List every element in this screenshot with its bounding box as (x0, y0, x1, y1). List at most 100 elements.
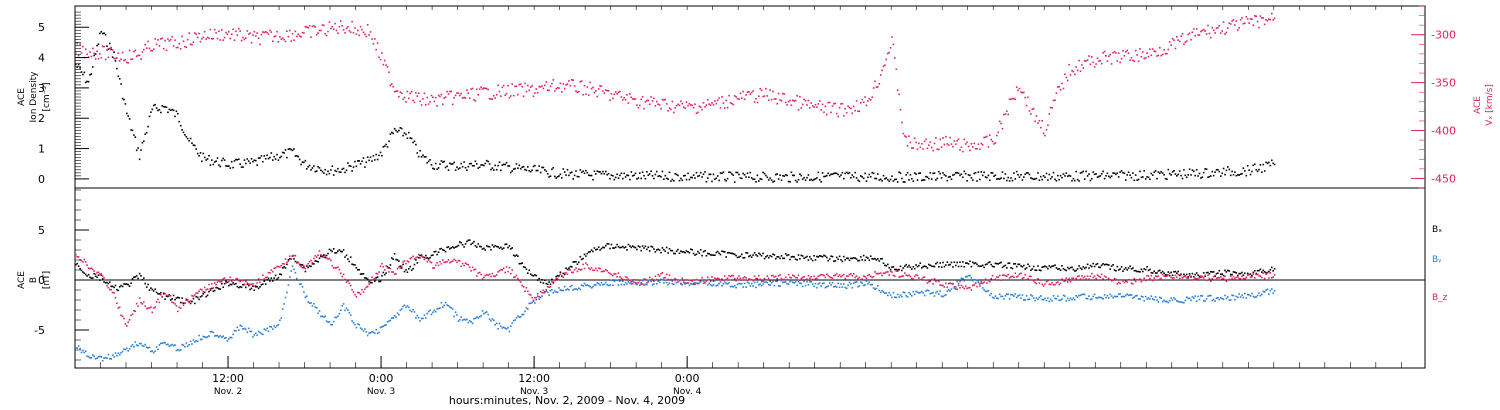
bx-series-point (627, 243, 630, 246)
density-series-point (1201, 176, 1204, 178)
by-series-point (223, 337, 226, 339)
bx-series-point (708, 253, 710, 255)
vx-series-point (1062, 87, 1065, 90)
bx-series-point (923, 265, 926, 267)
density-series-point (875, 177, 878, 180)
bx-series-point (300, 263, 302, 266)
bz-series-point (514, 276, 516, 278)
bx-series-point (665, 246, 668, 249)
density-series-point (707, 177, 709, 179)
density-series-point (327, 170, 329, 173)
by-series-point (935, 291, 937, 294)
bx-series-point (811, 259, 814, 262)
by-series-point (1108, 297, 1110, 299)
by-series-point (804, 284, 807, 287)
bz-series-point (86, 264, 88, 266)
density-series-point (818, 179, 821, 181)
density-series-point (828, 174, 831, 177)
bz-series-point (362, 291, 365, 293)
bx-series-point (381, 275, 383, 277)
by-series-point (911, 295, 913, 297)
bx-series-point (1116, 265, 1119, 268)
bx-series-point (1160, 271, 1162, 274)
bx-series-point (575, 260, 577, 263)
bz-series-point (750, 278, 753, 281)
density-series-point (576, 175, 579, 178)
bx-series-point (908, 264, 910, 267)
vx-series-point (1123, 55, 1126, 57)
vx-series-point (415, 92, 417, 94)
density-series-point (235, 158, 237, 161)
vx-series-point (695, 112, 698, 115)
bz-series-point (453, 258, 455, 261)
density-series-point (953, 173, 956, 176)
bz-series-point (484, 274, 487, 277)
bz-series-point (872, 275, 875, 278)
bx-series-point (555, 275, 557, 278)
density-series-point (481, 164, 484, 166)
density-series-point (938, 170, 940, 173)
density-series-point (1232, 173, 1235, 176)
bx-series-point (688, 251, 691, 254)
bx-series-point (556, 275, 559, 277)
density-series-point (760, 178, 763, 181)
density-series-point (1000, 177, 1002, 179)
bz-series-point (1263, 277, 1266, 280)
vx-series-point (389, 84, 392, 87)
bx-series-point (585, 255, 587, 257)
density-series-point (865, 180, 868, 182)
vx-series-point (966, 141, 968, 144)
by-series-point (121, 350, 124, 353)
by-series-point (834, 285, 837, 288)
bz-series-point (1211, 277, 1214, 280)
bz-series-point (298, 263, 301, 265)
bx-series-point (1066, 266, 1069, 269)
bx-series-point (461, 244, 464, 246)
by-series-point (701, 279, 703, 281)
bx-series-point (1034, 269, 1036, 271)
density-series-point (823, 175, 825, 178)
by-series-point (663, 282, 665, 284)
bx-series-point (565, 267, 567, 269)
density-series-point (974, 171, 977, 174)
vx-series-point (391, 83, 393, 85)
bx-series-point (362, 273, 365, 275)
by-series-point (1222, 298, 1225, 301)
vx-series-point (970, 143, 973, 145)
bx-series-point (485, 245, 488, 247)
by-series-point (984, 290, 987, 293)
bz-series-point (230, 280, 233, 282)
density-series-point (294, 155, 297, 157)
density-series-point (877, 173, 879, 175)
bx-series-point (661, 247, 664, 249)
vx-series-point (677, 103, 679, 106)
by-series-point (852, 282, 855, 285)
density-series-point (243, 159, 246, 161)
density-series-point (602, 170, 604, 173)
bx-series-point (833, 260, 835, 262)
bz-series-point (678, 279, 681, 281)
bx-series-point (935, 262, 937, 265)
density-series-point (847, 172, 849, 175)
bz-series-point (165, 294, 168, 297)
bz-series-point (476, 275, 478, 277)
vx-series-point (572, 79, 574, 81)
vx-series-point (741, 97, 743, 99)
bz-series-point (588, 267, 590, 269)
bz-series-point (833, 274, 835, 277)
bz-series-point (1032, 280, 1035, 282)
density-series-point (1034, 178, 1036, 180)
bz-series-point (979, 283, 981, 285)
bx-series-point (253, 289, 256, 291)
bx-series-point (182, 302, 185, 305)
by-series-point (1166, 300, 1168, 303)
density-series-point (964, 172, 967, 175)
by-series-point (117, 352, 120, 354)
by-series-point (252, 336, 254, 338)
vx-series-point (1072, 70, 1075, 73)
vx-series-point (801, 103, 804, 106)
density-series-point (981, 174, 984, 177)
by-series-point (735, 286, 737, 289)
by-series-point (1140, 295, 1143, 298)
